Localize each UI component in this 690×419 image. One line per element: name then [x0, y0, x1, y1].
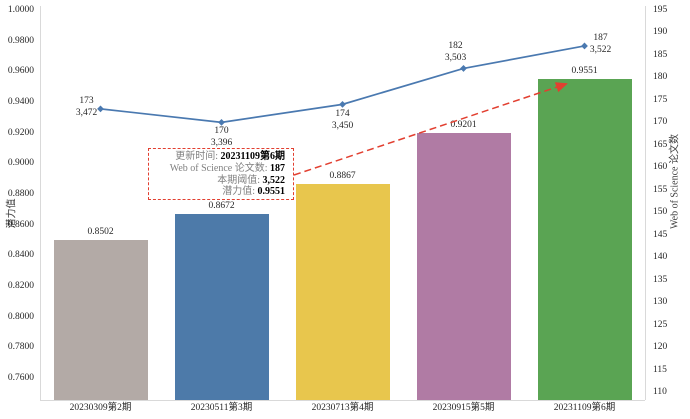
annotation-label: Web of Science 论文数: [169, 162, 270, 174]
right-axis-tick: 190 [653, 27, 668, 38]
left-axis-tick: 0.8600 [7, 219, 34, 230]
right-axis-tick: 175 [653, 94, 668, 105]
line-point-label: 187 3,522 [589, 32, 612, 55]
annotation-value: 187 [270, 162, 285, 174]
annotation-label: 更新时间: [175, 151, 221, 162]
annotation-label: 潜力值: [222, 186, 258, 198]
right-axis-tick: 165 [653, 139, 668, 150]
annotation-row-threshold: 本期阈值: 3,522 [153, 175, 285, 187]
line-point-label: 182 3,503 [444, 41, 467, 64]
category-label: 20230511第3期 [190, 403, 253, 413]
left-axis-tick: 0.9400 [7, 97, 34, 107]
annotation-label: 本期阈值: [217, 174, 263, 186]
left-axis-tick: 0.8200 [7, 281, 34, 291]
right-axis-tick: 170 [653, 117, 668, 128]
right-axis-tick: 140 [653, 252, 668, 263]
annotation-row-paper-count: Web of Science 论文数: 187 [153, 163, 285, 175]
bar [174, 213, 269, 400]
right-axis-tick: 185 [653, 49, 668, 60]
left-axis-tick: 0.8800 [7, 189, 34, 199]
bar [416, 132, 511, 400]
right-axis-tick: 120 [653, 342, 668, 353]
right-axis-tick: 115 [653, 364, 667, 375]
left-axis-tick: 0.7600 [7, 373, 34, 383]
right-axis-tick: 135 [653, 274, 668, 285]
right-axis-tick: 195 [653, 5, 668, 15]
left-axis-tick: 1.0000 [7, 5, 34, 15]
right-axis-tick: 110 [653, 387, 667, 397]
category-label: 20230309第2期 [69, 403, 132, 413]
right-axis-tick: 155 [653, 184, 668, 195]
category-label: 20230713第4期 [311, 403, 374, 413]
bar [295, 183, 390, 400]
left-axis-tick: 0.9000 [7, 158, 34, 169]
right-axis-tick: 130 [653, 297, 668, 308]
annotation-value: 20231109第6期 [220, 151, 285, 162]
line-point-label: 174 3,450 [331, 109, 354, 132]
bar [53, 239, 148, 400]
left-axis-tick: 0.7800 [7, 342, 34, 353]
left-axis-line [40, 6, 41, 400]
bottom-axis-line [40, 400, 645, 401]
category-label: 20231109第6期 [553, 403, 616, 413]
bar-value-label: 0.8672 [208, 200, 235, 211]
left-axis-tick: 0.9200 [7, 127, 34, 138]
annotation-box: 更新时间: 20231109第6期 Web of Science 论文数: 18… [148, 148, 294, 200]
right-axis-tick: 145 [653, 229, 668, 240]
bar-value-label: 0.9551 [571, 65, 598, 76]
left-axis-tick: 0.8400 [7, 250, 34, 261]
line-point-label: 170 3,396 [210, 126, 233, 149]
annotation-value: 0.9551 [257, 186, 286, 198]
annotation-value: 3,522 [262, 174, 286, 186]
left-axis-tick: 0.9800 [7, 35, 34, 46]
annotation-row-update-time: 更新时间: 20231109第6期 [153, 151, 285, 163]
bar-value-label: 0.8867 [329, 170, 356, 181]
right-axis-line [645, 6, 646, 400]
line-point-label: 173 3,472 [75, 95, 98, 118]
left-axis-tick: 0.8000 [7, 311, 34, 322]
right-axis-tick: 125 [653, 319, 668, 330]
right-axis-tick: 160 [653, 162, 668, 173]
category-label: 20230915第5期 [432, 403, 495, 413]
right-axis-tick: 150 [653, 207, 668, 218]
bar-value-label: 0.9201 [450, 119, 477, 130]
bar [537, 78, 632, 400]
left-axis-tick: 0.9600 [7, 66, 34, 77]
right-axis-tick: 180 [653, 72, 668, 83]
bar-value-label: 0.8502 [87, 226, 114, 237]
annotation-row-potential: 潜力值: 0.9551 [153, 186, 285, 198]
